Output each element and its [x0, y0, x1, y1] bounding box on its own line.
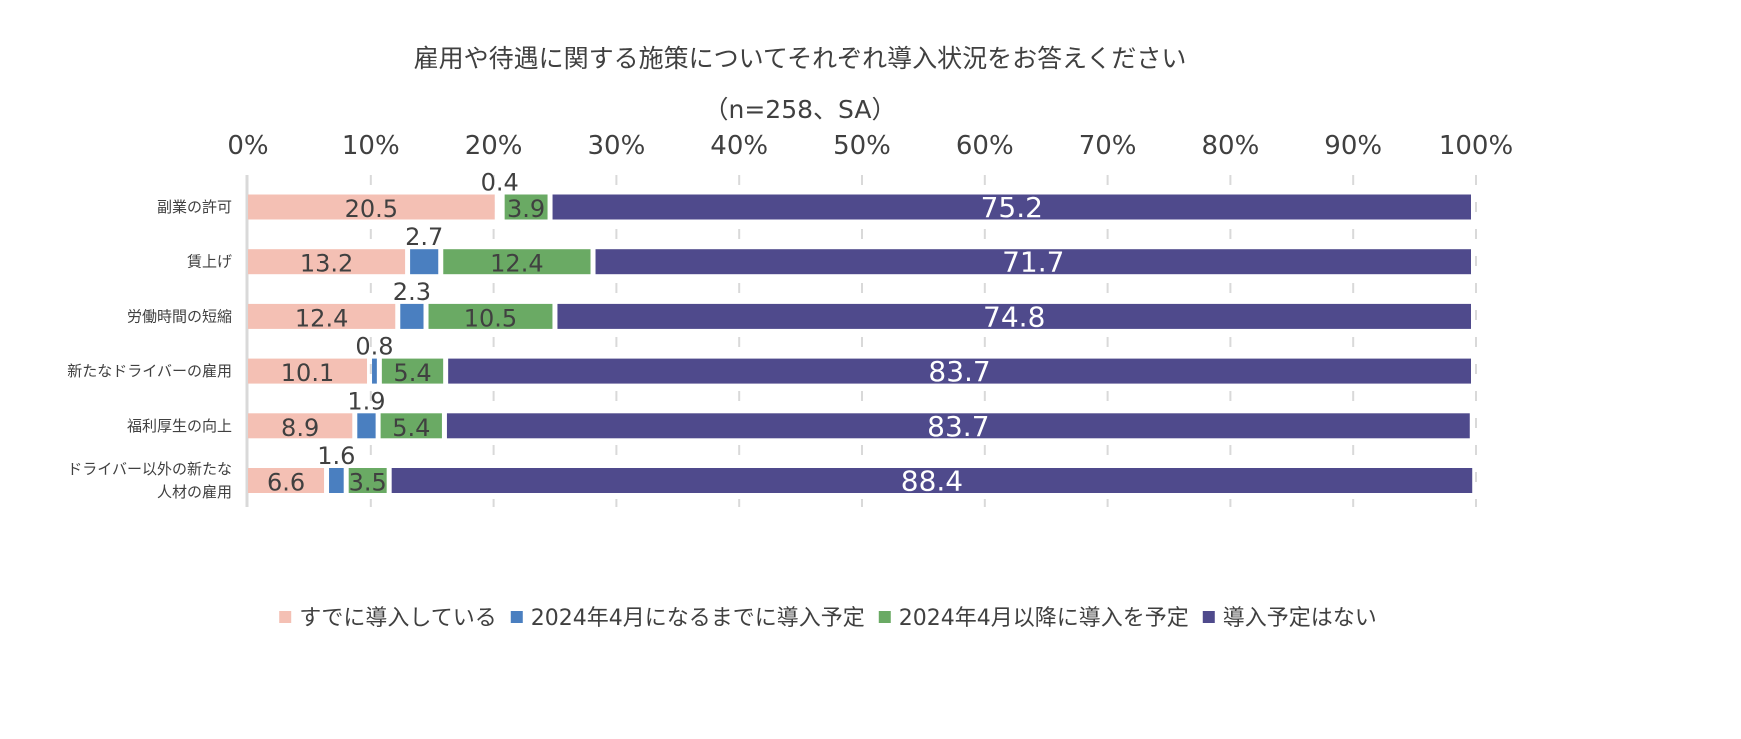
x-tick-label: 100%: [1439, 131, 1513, 161]
legend-swatch: [878, 611, 891, 623]
legend-swatch: [510, 611, 523, 623]
bar-segment: [348, 468, 387, 493]
data-label: 83.7: [927, 410, 989, 443]
category-label: 賃上げ: [187, 253, 232, 271]
x-tick-label: 90%: [1324, 131, 1382, 161]
legend-label: 2024年4月以降に導入を予定: [899, 606, 1189, 631]
data-label: 3.9: [507, 195, 545, 223]
x-tick-label: 10%: [342, 131, 400, 161]
bar-segment: [552, 194, 1471, 220]
data-label: 10.5: [464, 304, 517, 332]
bar-segment: [448, 358, 1471, 384]
bar-segment: [443, 249, 591, 275]
bar-segment: [595, 249, 1471, 275]
category-labels: 副業の許可賃上げ労働時間の短縮新たなドライバーの雇用福利厚生の向上ドライバー以外…: [67, 198, 232, 501]
legend-swatch: [1202, 611, 1215, 623]
data-label: 2.7: [405, 223, 443, 251]
data-label: 74.8: [983, 300, 1045, 333]
bar-segment: [372, 358, 377, 384]
x-tick-label: 40%: [710, 131, 768, 161]
data-label: 0.8: [355, 333, 393, 361]
x-axis-ticks: 0% 10% 20% 30% 40% 50% 60% 70% 80% 90% 100%: [227, 131, 1513, 161]
bar-segment: [504, 194, 548, 220]
legend: すでに導入している 2024年4月になるまでに導入予定 2024年4月以降に導入を予…: [279, 606, 1377, 631]
category-label: 福利厚生の向上: [127, 417, 232, 435]
legend-label: すでに導入している: [299, 606, 497, 631]
legend-label: 導入予定はない: [1223, 606, 1377, 631]
data-label: 5.4: [393, 359, 431, 387]
x-tick-label: 0%: [227, 131, 268, 161]
bar-segment: [248, 413, 353, 439]
grid-layer: [245, 175, 1477, 507]
data-label: 1.6: [317, 442, 355, 470]
category-label: 新たなドライバーの雇用: [67, 362, 232, 380]
data-label: 75.2: [981, 191, 1043, 224]
x-tick-label: 20%: [465, 131, 523, 161]
bar-segment: [248, 468, 325, 493]
bar-segment: [428, 303, 553, 329]
data-label: 2.3: [393, 278, 431, 306]
x-tick-label: 50%: [833, 131, 891, 161]
data-label: 12.4: [295, 304, 348, 332]
data-label: 83.7: [928, 355, 990, 388]
chart-subtitle: （n=258、SA）: [704, 95, 897, 124]
data-label: 8.9: [281, 414, 319, 442]
data-label: 71.7: [1002, 246, 1064, 279]
data-label: 10.1: [281, 359, 334, 387]
data-label: 3.5: [349, 469, 387, 497]
category-label: ドライバー以外の新たな: [67, 460, 232, 478]
data-label: 0.4: [481, 169, 519, 197]
legend-swatch: [279, 611, 292, 623]
bar-segment: [248, 358, 368, 384]
data-label: 20.5: [345, 195, 398, 223]
category-label: 労働時間の短縮: [127, 307, 232, 325]
bar-layer: 20.5 0.43.9 75.2 13.2 2.7 12.4 71.7 12.4 2.3 10.5…: [248, 169, 1473, 498]
data-label: 12.4: [490, 250, 543, 278]
data-label: 13.2: [300, 250, 353, 278]
bar-segment: [446, 413, 1470, 439]
x-tick-label: 70%: [1079, 131, 1137, 161]
bar-segment: [329, 468, 344, 493]
data-label: 1.9: [347, 387, 385, 415]
legend-label: 2024年4月になるまでに導入予定: [531, 606, 865, 631]
bar-segment: [248, 194, 495, 220]
bar-segment: [357, 413, 376, 439]
category-label: 副業の許可: [157, 198, 232, 216]
data-label: 5.4: [392, 414, 430, 442]
bar-segment: [391, 468, 1473, 493]
x-tick-label: 60%: [956, 131, 1014, 161]
category-label: 人材の雇用: [157, 483, 232, 501]
bar-segment: [248, 303, 396, 329]
chart-title: 雇用や待遇に関する施策についてそれぞれ導入状況をお答えください: [414, 44, 1187, 73]
bar-segment: [557, 303, 1471, 329]
bar-segment: [380, 413, 442, 439]
x-tick-label: 80%: [1202, 131, 1260, 161]
bar-segment: [248, 249, 406, 275]
bar-segment: [400, 303, 424, 329]
bar-segment: [410, 249, 439, 275]
data-label: 6.6: [267, 469, 305, 497]
bar-segment: [381, 358, 444, 384]
data-label: 88.4: [901, 465, 963, 498]
x-tick-label: 30%: [588, 131, 646, 161]
